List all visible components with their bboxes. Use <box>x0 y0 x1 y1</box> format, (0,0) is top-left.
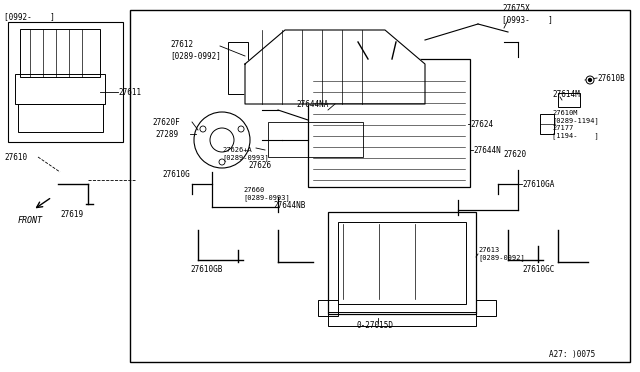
Text: 27612
[0289-0992]: 27612 [0289-0992] <box>170 40 221 60</box>
Bar <box>328 212 476 314</box>
Text: 27624: 27624 <box>470 119 493 128</box>
Text: 27610GC: 27610GC <box>522 266 554 275</box>
Text: 27177
[1194-    ]: 27177 [1194- ] <box>552 125 599 139</box>
Bar <box>18 104 103 132</box>
Circle shape <box>238 126 244 132</box>
Text: 0-27015D: 0-27015D <box>356 321 394 330</box>
Bar <box>15 74 105 104</box>
Bar <box>318 300 338 316</box>
Bar <box>308 59 470 187</box>
Bar <box>8 22 123 142</box>
Text: 27644NB: 27644NB <box>273 201 305 209</box>
Text: 27610G: 27610G <box>162 170 189 179</box>
Text: 27644N: 27644N <box>473 145 500 154</box>
Text: 27611: 27611 <box>118 87 141 96</box>
Circle shape <box>194 112 250 168</box>
Text: 27620F: 27620F <box>152 118 180 126</box>
Text: 27644NA: 27644NA <box>296 99 328 109</box>
Text: 27675X
[0993-    ]: 27675X [0993- ] <box>502 4 553 24</box>
Text: A27: )0075: A27: )0075 <box>548 350 595 359</box>
Circle shape <box>589 78 591 81</box>
Text: 27614M: 27614M <box>552 90 580 99</box>
Circle shape <box>210 128 234 152</box>
Text: 27610: 27610 <box>4 153 27 161</box>
Circle shape <box>219 159 225 165</box>
Bar <box>268 122 363 157</box>
Bar <box>228 42 248 94</box>
Text: 27619: 27619 <box>60 209 83 218</box>
Bar <box>558 93 580 107</box>
Text: 27610B: 27610B <box>597 74 625 83</box>
Text: 27626+A
[0289-0993]: 27626+A [0289-0993] <box>222 147 269 161</box>
Text: FRONT: FRONT <box>18 215 43 224</box>
Bar <box>338 222 466 304</box>
Text: 27610GA: 27610GA <box>522 180 554 189</box>
Polygon shape <box>245 30 425 104</box>
Bar <box>328 312 476 326</box>
Text: 27660
[0289-0993]: 27660 [0289-0993] <box>243 187 290 201</box>
Text: [0992-    ]: [0992- ] <box>4 13 55 22</box>
Text: 27610GB: 27610GB <box>190 266 222 275</box>
Text: 27613
[0289-0992]: 27613 [0289-0992] <box>478 247 525 261</box>
Text: 27610M
[0289-1194]: 27610M [0289-1194] <box>552 110 599 124</box>
Bar <box>130 10 630 362</box>
Circle shape <box>200 126 206 132</box>
Circle shape <box>586 76 594 84</box>
Bar <box>20 29 100 77</box>
Text: 27289: 27289 <box>155 129 178 138</box>
Text: 27626: 27626 <box>248 160 271 170</box>
Bar <box>476 300 496 316</box>
Bar <box>540 114 554 134</box>
Text: 27620: 27620 <box>503 150 526 158</box>
